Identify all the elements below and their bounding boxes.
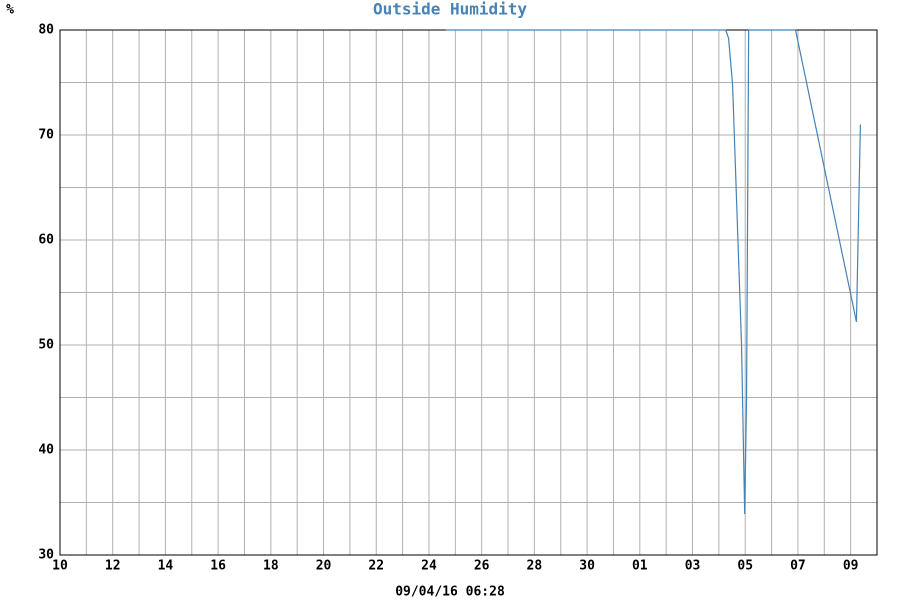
x-tick-label: 07 (790, 559, 806, 574)
y-tick-label: 80 (38, 23, 54, 38)
y-tick-label: 30 (38, 548, 54, 563)
chart-title: Outside Humidity (373, 0, 527, 19)
x-tick-label: 10 (52, 559, 68, 574)
y-unit: % (6, 3, 14, 18)
x-tick-label: 26 (474, 559, 490, 574)
x-tick-label: 30 (579, 559, 595, 574)
x-tick-label: 18 (263, 559, 279, 574)
x-tick-label: 20 (316, 559, 332, 574)
footer: 09/04/16 06:28 (395, 585, 505, 600)
x-tick-label: 05 (737, 559, 753, 574)
x-tick-label: 22 (368, 559, 384, 574)
x-tick-label: 01 (632, 559, 648, 574)
x-tick-label: 14 (158, 559, 174, 574)
x-tick-label: 09 (843, 559, 859, 574)
y-tick-label: 50 (38, 338, 54, 353)
y-tick-label: 40 (38, 443, 54, 458)
x-tick-label: 16 (210, 559, 226, 574)
y-tick-label: 60 (38, 233, 54, 248)
x-tick-label: 28 (527, 559, 543, 574)
x-tick-label: 03 (685, 559, 701, 574)
x-tick-label: 12 (105, 559, 121, 574)
data-line (445, 29, 861, 515)
x-tick-label: 24 (421, 559, 437, 574)
y-tick-label: 70 (38, 128, 54, 143)
